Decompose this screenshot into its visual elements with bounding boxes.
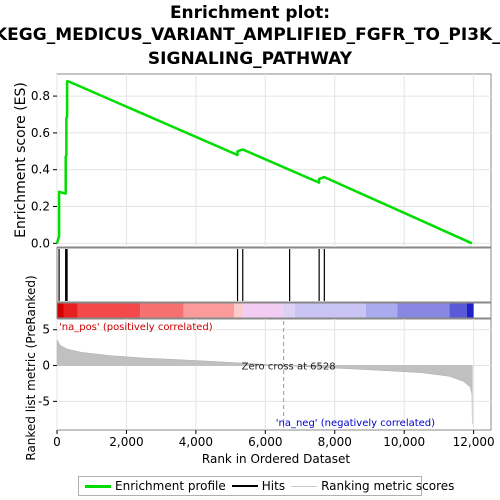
heatmap-panel [56, 302, 492, 319]
enrichment-figure: 0.0 0.2 0.4 0.6 0.8 5 0 -5 Zero cross at 6528 'n… [13, 73, 495, 466]
x-axis: 0 2,000 4,000 6,000 8,000 10,000 12,000 [53, 430, 495, 449]
chart-title-line2: KEGG_MEDICUS_VARIANT_AMPLIFIED_FGFR_TO_P… [0, 25, 500, 45]
x-axis-label: Rank in Ordered Dataset [202, 452, 350, 466]
x-tick-label-4: 8,000 [318, 435, 352, 449]
legend-profile-swatch [85, 484, 111, 488]
x-tick-label-2: 4,000 [179, 435, 213, 449]
heatmap-segment-7 [282, 303, 295, 318]
x-tick-label-0: 0 [53, 435, 61, 449]
es-plot-area [56, 73, 492, 248]
x-tick-label-5: 10,000 [383, 435, 425, 449]
heatmap-segment-5 [234, 303, 243, 318]
x-tick-label-3: 6,000 [248, 435, 282, 449]
es-ytick-label-4: 0.8 [31, 89, 50, 103]
metric-ytick-label-1: 0 [42, 359, 50, 373]
x-tick-label-1: 2,000 [109, 435, 143, 449]
metric-plot-area [56, 318, 492, 431]
chart-title-line3: SIGNALING_PATHWAY [147, 49, 353, 69]
zero-cross-label: Zero cross at 6528 [242, 362, 336, 373]
chart-title-line1: Enrichment plot: [169, 3, 331, 23]
heatmap-segment-11 [449, 303, 467, 318]
metric-ytick-label-2: -5 [38, 394, 50, 408]
enrichment-profile-line [55, 80, 473, 245]
legend-metric: Ranking metric scores [291, 479, 454, 493]
pos-correlated-label: 'na_pos' (positively correlated) [59, 322, 213, 333]
legend: Enrichment profile Hits Ranking metric s… [78, 476, 454, 496]
heatmap-segment-9 [366, 303, 398, 318]
hits-plot-area [56, 247, 492, 303]
x-tick-label-6: 12,000 [453, 435, 495, 449]
es-panel: 0.0 0.2 0.4 0.6 0.8 [31, 73, 492, 250]
legend-metric-label: Ranking metric scores [321, 479, 455, 493]
heatmap-segment-12 [466, 303, 474, 318]
legend-metric-swatch [291, 485, 318, 487]
legend-hits: Hits [231, 479, 286, 493]
heatmap-segment-3 [140, 303, 184, 318]
heatmap-segment-0 [57, 303, 64, 318]
metric-axis-label: Ranked list metric (PreRanked) [24, 275, 38, 460]
es-ytick-label-0: 0.0 [31, 236, 50, 250]
heatmap-segment-1 [63, 303, 78, 318]
es-ytick-label-2: 0.4 [31, 163, 50, 177]
heatmap-frame [56, 302, 492, 319]
legend-profile: Enrichment profile [85, 479, 226, 493]
es-ytick-label-1: 0.2 [31, 200, 50, 214]
metric-ytick-label-0: 5 [42, 323, 50, 337]
heatmap-segment-10 [397, 303, 450, 318]
heatmap-segment-4 [183, 303, 235, 318]
heatmap-segment-8 [294, 303, 367, 318]
es-axis-label: Enrichment score (ES) [13, 82, 29, 238]
heatmap-segment-2 [77, 303, 141, 318]
neg-correlated-label: 'na_neg' (negatively correlated) [276, 418, 435, 429]
ranking-metric-area [56, 338, 473, 425]
heatmap-segment-6 [242, 303, 283, 318]
hits-panel [56, 247, 492, 303]
legend-profile-label: Enrichment profile [115, 479, 226, 493]
legend-hits-swatch [231, 485, 258, 487]
metric-panel: 5 0 -5 Zero cross at 6528 'na_pos' (positive… [38, 318, 492, 431]
legend-hits-label: Hits [261, 479, 286, 493]
es-ytick-label-3: 0.6 [31, 126, 50, 140]
